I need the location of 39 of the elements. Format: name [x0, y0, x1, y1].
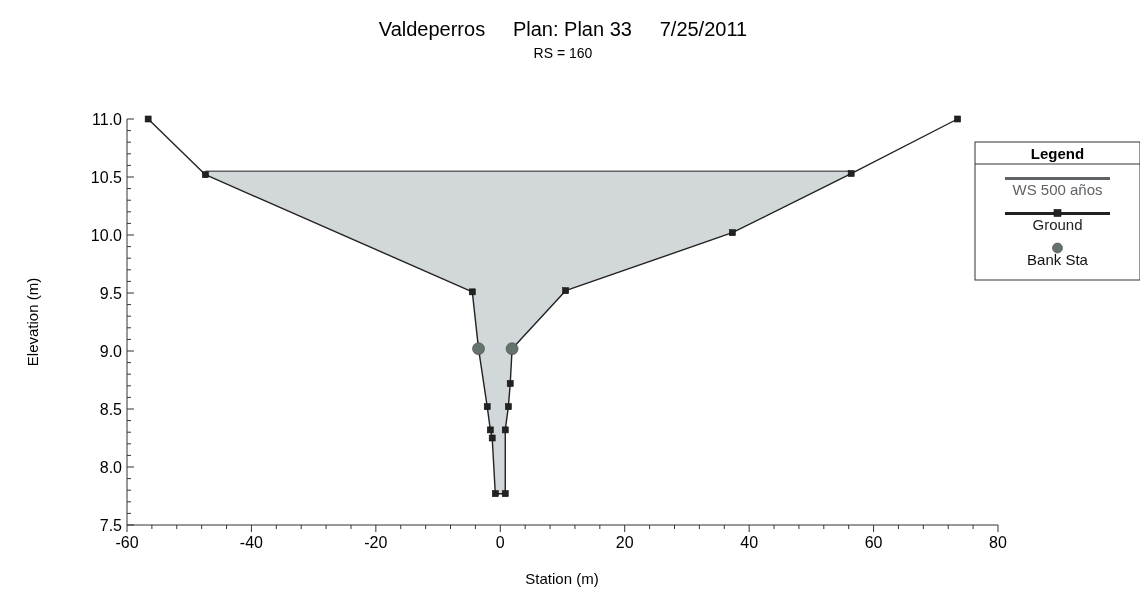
point: [847, 170, 855, 177]
chart-subtitle: RS = 160: [533, 45, 593, 61]
point: [144, 115, 152, 123]
point: [488, 434, 496, 442]
point: [501, 426, 509, 434]
y-tick-label: 7.5: [99, 517, 123, 534]
x-axis-title: Station (m): [525, 570, 599, 587]
y-axis-title: Elevation (m): [24, 277, 41, 367]
point: [506, 380, 514, 387]
legend-title: Legend: [1030, 145, 1085, 162]
x-tick-label: 40: [740, 534, 759, 551]
y-tick-label: 10.0: [90, 227, 123, 244]
point: [562, 287, 569, 294]
point: [483, 403, 491, 410]
point: [501, 490, 509, 497]
x-tick-label: -20: [364, 534, 388, 551]
point: [505, 403, 512, 410]
x-tick-label: 60: [864, 534, 883, 551]
x-tick-label: 20: [615, 534, 634, 551]
y-tick-label: 8.0: [99, 459, 123, 476]
y-tick-label: 9.5: [99, 285, 123, 302]
point: [729, 229, 736, 236]
y-tick-label: 10.5: [90, 169, 123, 186]
point: [202, 171, 209, 178]
x-tick-label: 80: [989, 534, 1007, 551]
y-tick-label: 11.0: [92, 111, 123, 128]
y-tick-label: 8.5: [99, 401, 123, 418]
x-tick-label: 0: [495, 534, 505, 551]
text: WS 500 años: [1012, 181, 1103, 198]
chart-title: Valdeperros Plan: Plan 33 7/25/2011: [378, 18, 748, 40]
x-tick-label: -40: [239, 534, 264, 551]
point: [492, 490, 499, 497]
point: [468, 288, 476, 296]
y-tick-label: 9.0: [99, 343, 123, 360]
legend-label: Ground: [1032, 216, 1083, 233]
legend-label: Bank Sta: [1027, 251, 1089, 268]
point: [487, 426, 494, 434]
point: [954, 115, 961, 123]
x-tick-label: -60: [115, 534, 139, 551]
